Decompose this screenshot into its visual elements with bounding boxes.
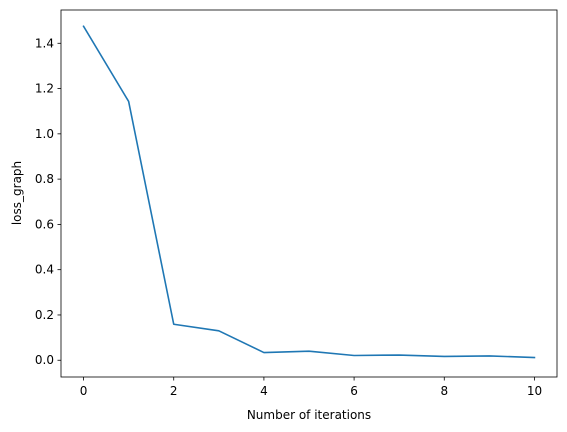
y-tick-label: 1.2 — [35, 82, 54, 96]
y-tick-label: 1.4 — [35, 36, 54, 50]
x-tick-label: 8 — [440, 384, 448, 398]
loss-series-line — [82, 25, 536, 359]
x-tick-label: 4 — [260, 384, 268, 398]
x-axis-ticks: 0 2 4 6 8 10 — [80, 377, 542, 398]
x-tick-label: 0 — [80, 384, 88, 398]
x-tick-label: 10 — [527, 384, 542, 398]
y-axis-label: loss_graph — [10, 161, 24, 225]
y-tick-label: 0.8 — [35, 172, 54, 186]
y-tick-label: 1.0 — [35, 127, 54, 141]
y-tick-label: 0.4 — [35, 263, 54, 277]
x-tick-label: 6 — [350, 384, 358, 398]
plot-frame — [60, 9, 558, 378]
y-tick-label: 0.2 — [35, 308, 54, 322]
x-tick-label: 2 — [170, 384, 178, 398]
series-layer — [82, 25, 536, 359]
x-axis-label: Number of iterations — [247, 408, 371, 422]
y-tick-label: 0.6 — [35, 217, 54, 231]
y-tick-label: 0.0 — [35, 353, 54, 367]
plot-area — [61, 10, 557, 377]
y-axis-ticks: 0.0 0.2 0.4 0.6 0.8 1.0 1.2 1.4 — [35, 36, 61, 367]
